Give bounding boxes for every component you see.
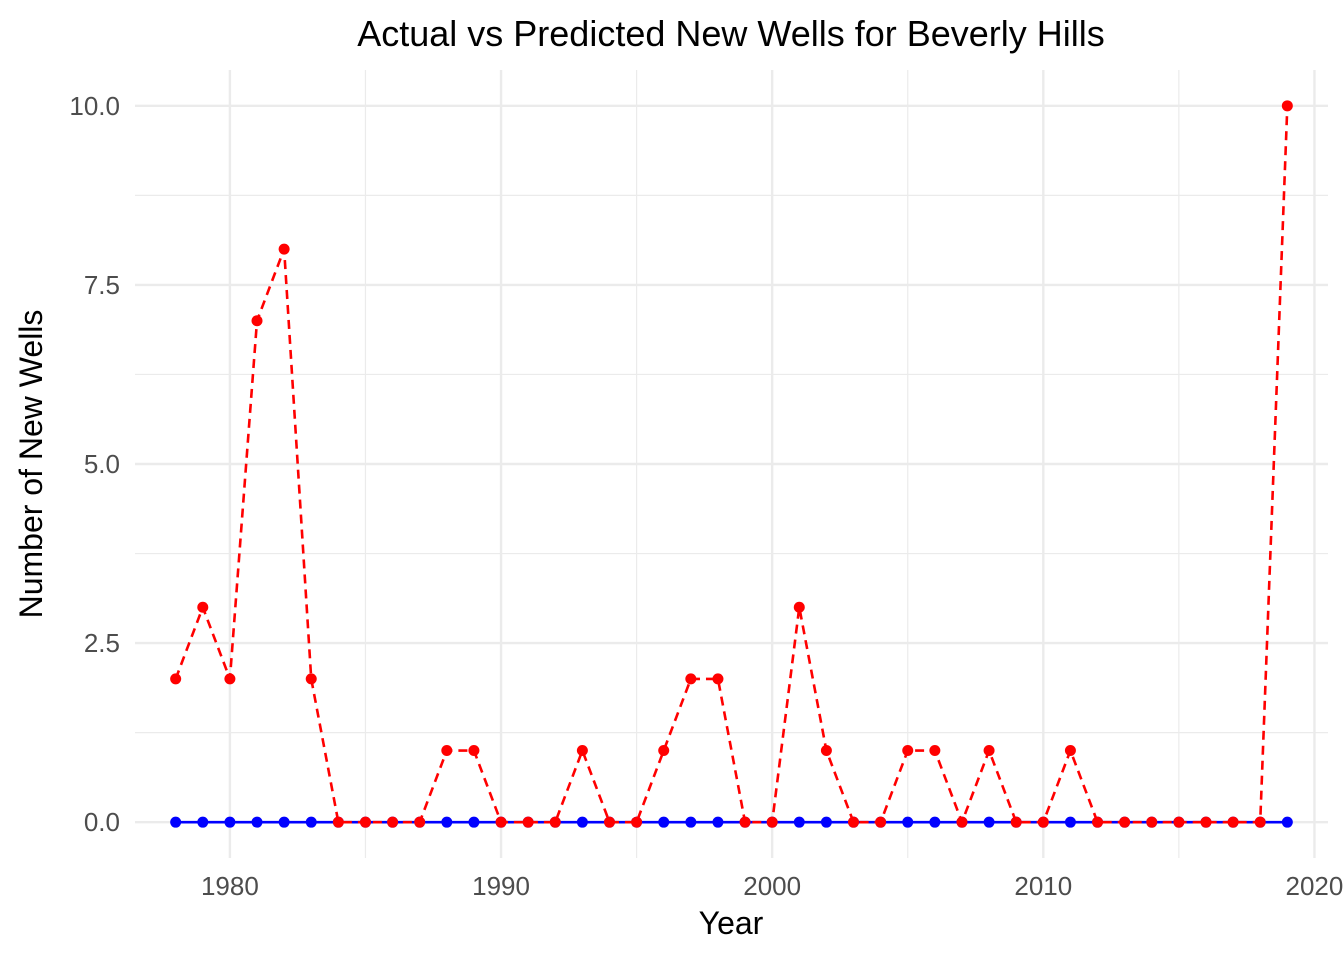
data-point (983, 745, 995, 757)
data-point (1037, 816, 1049, 828)
data-point (197, 601, 209, 613)
x-tick-label: 1990 (472, 871, 530, 901)
x-tick-label: 1980 (201, 871, 259, 901)
y-tick-label: 5.0 (84, 449, 120, 479)
data-point (712, 816, 724, 828)
data-point (766, 816, 778, 828)
data-point (1119, 816, 1131, 828)
data-point (1254, 816, 1266, 828)
data-point (902, 745, 914, 757)
data-point (1200, 816, 1212, 828)
data-point (1227, 816, 1239, 828)
data-point (820, 816, 832, 828)
data-point (631, 816, 643, 828)
data-point (224, 816, 236, 828)
x-tick-label: 2010 (1014, 871, 1072, 901)
data-point (956, 816, 968, 828)
data-point (251, 315, 263, 327)
data-point (1064, 816, 1076, 828)
x-tick-label: 2000 (743, 871, 801, 901)
data-point (739, 816, 751, 828)
data-point (793, 601, 805, 613)
series-group (170, 100, 1293, 828)
data-point (1146, 816, 1158, 828)
y-tick-label: 7.5 (84, 270, 120, 300)
data-point (522, 816, 534, 828)
data-point (441, 745, 453, 757)
data-point (197, 816, 209, 828)
data-point (658, 816, 670, 828)
data-point (305, 816, 317, 828)
data-point (929, 745, 941, 757)
data-point (387, 816, 399, 828)
data-point (793, 816, 805, 828)
x-axis-title: Year (699, 905, 764, 941)
data-point (929, 816, 941, 828)
data-point (278, 816, 290, 828)
data-point (1064, 745, 1076, 757)
data-point (685, 816, 697, 828)
data-point (1281, 816, 1293, 828)
y-tick-label: 2.5 (84, 628, 120, 658)
data-point (902, 816, 914, 828)
grid (135, 70, 1328, 858)
data-point (332, 816, 344, 828)
data-point (278, 243, 290, 255)
data-point (1092, 816, 1104, 828)
y-axis-ticks: 0.0 2.5 5.0 7.5 10.0 (69, 91, 120, 837)
data-point (658, 745, 670, 757)
data-point (495, 816, 507, 828)
data-point (441, 816, 453, 828)
data-point (983, 816, 995, 828)
data-point (1010, 816, 1022, 828)
y-tick-label: 0.0 (84, 807, 120, 837)
data-point (251, 816, 263, 828)
data-point (224, 673, 236, 685)
data-point (549, 816, 561, 828)
data-point (305, 673, 317, 685)
data-point (603, 816, 615, 828)
data-point (685, 673, 697, 685)
data-point (848, 816, 860, 828)
data-point (359, 816, 371, 828)
data-point (875, 816, 887, 828)
data-point (468, 816, 480, 828)
data-point (414, 816, 426, 828)
x-axis-ticks: 1980 1990 2000 2010 2020 (201, 871, 1343, 901)
chart-title: Actual vs Predicted New Wells for Beverl… (357, 13, 1105, 54)
data-point (170, 673, 182, 685)
data-point (712, 673, 724, 685)
x-tick-label: 2020 (1286, 871, 1344, 901)
y-axis-title: Number of New Wells (13, 310, 49, 619)
data-point (170, 816, 182, 828)
data-point (1281, 100, 1293, 112)
data-point (576, 816, 588, 828)
data-point (468, 745, 480, 757)
data-point (820, 745, 832, 757)
y-tick-label: 10.0 (69, 91, 120, 121)
data-point (576, 745, 588, 757)
data-point (1173, 816, 1185, 828)
series-layer (170, 100, 1293, 828)
